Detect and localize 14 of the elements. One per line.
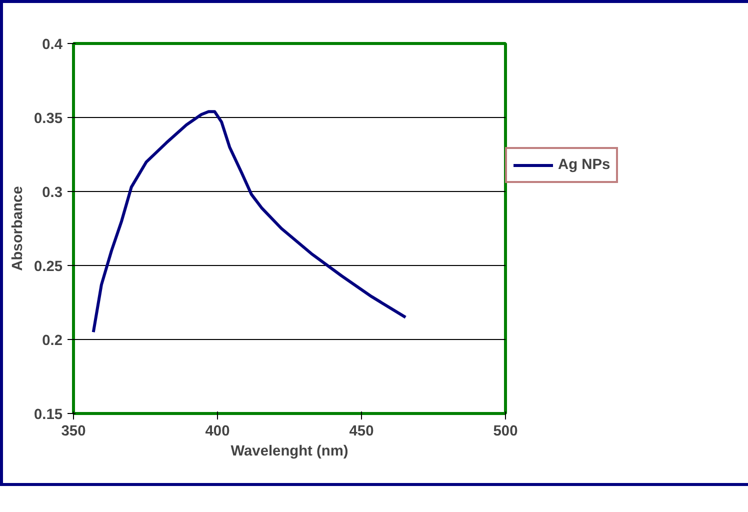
y-tick-label: 0.4 — [42, 37, 64, 53]
legend-label: Ag NPs — [558, 157, 610, 173]
y-axis-title: Absorbance — [10, 186, 26, 271]
y-tick-label: 0.3 — [42, 185, 62, 201]
x-tick-label: 500 — [493, 424, 518, 440]
y-tick-label: 0.2 — [42, 333, 62, 349]
y-tick-label: 0.35 — [34, 111, 63, 127]
x-axis-title: Wavelenght (nm) — [230, 444, 348, 460]
x-tick-label: 350 — [61, 424, 86, 440]
y-tick-label: 0.15 — [34, 407, 63, 423]
line-series — [92, 110, 408, 334]
x-tick-label: 450 — [349, 424, 374, 440]
x-tick-label: 400 — [205, 424, 230, 440]
y-tick-label: 0.25 — [34, 259, 63, 275]
